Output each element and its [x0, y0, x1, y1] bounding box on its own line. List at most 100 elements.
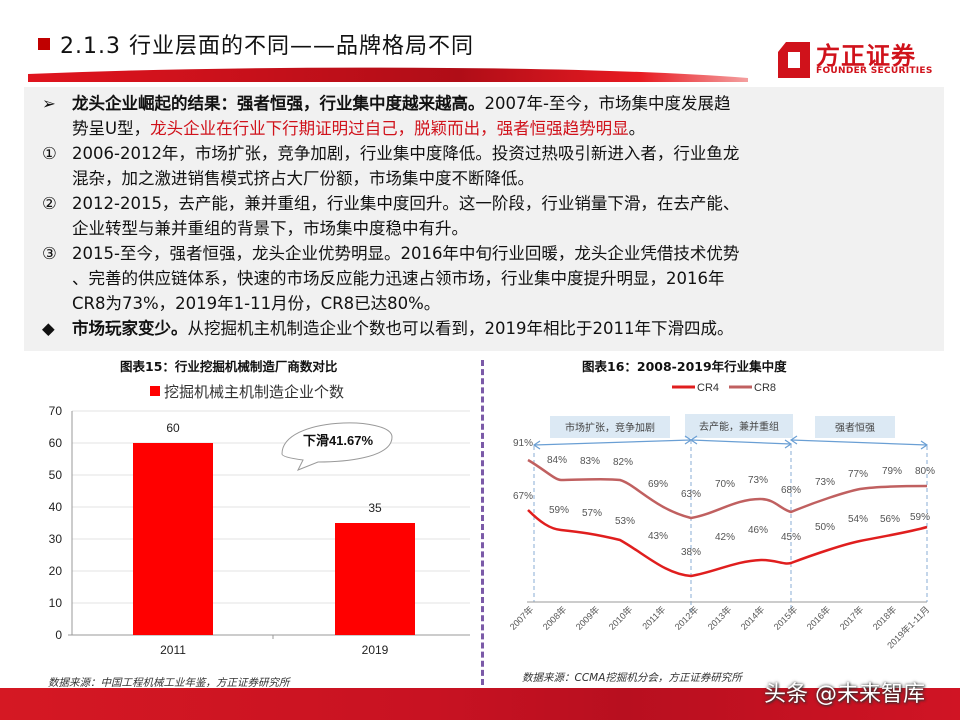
slide-title-text: 2.1.3 行业层面的不同——品牌格局不同	[60, 34, 474, 59]
bar-2011	[133, 443, 213, 635]
svg-text:2009年: 2009年	[573, 604, 601, 632]
summary-item-2-cont: 企业转型与兼并重组的背景下，市场集中度稳中有升。	[72, 219, 468, 238]
svg-text:0: 0	[55, 628, 62, 642]
svg-text:2015年: 2015年	[771, 604, 799, 632]
svg-text:46%: 46%	[748, 525, 768, 536]
charts-divider	[481, 360, 484, 685]
circled-number-1: ①	[42, 144, 57, 163]
chart15-bar-chart: 挖掘机械主机制造企业个数 0 10 20 30 40 50 60 70 60 3…	[49, 383, 470, 657]
legend-cr8-label: CR8	[754, 382, 776, 394]
svg-text:84%: 84%	[547, 455, 567, 466]
svg-text:2010年: 2010年	[606, 604, 634, 632]
svg-text:2011年: 2011年	[640, 604, 668, 632]
diamond-bullet-icon: ◆	[42, 319, 55, 338]
svg-text:83%: 83%	[580, 456, 600, 467]
svg-text:2013年: 2013年	[705, 604, 733, 632]
svg-text:56%: 56%	[880, 514, 900, 525]
callout-text: 下滑41.67%	[303, 433, 374, 448]
svg-text:59%: 59%	[910, 512, 930, 523]
x-label-2019: 2019	[362, 643, 389, 657]
summary-text-box: ➢ 龙头企业崛起的结果：强者恒强，行业集中度越来越高。2007年-至今，市场集中度…	[24, 87, 944, 351]
svg-text:42%: 42%	[715, 532, 735, 543]
svg-text:2018年: 2018年	[870, 604, 898, 632]
svg-text:38%: 38%	[681, 547, 701, 558]
svg-text:53%: 53%	[615, 516, 635, 527]
bar-2019-value: 35	[368, 501, 382, 515]
svg-text:79%: 79%	[882, 466, 902, 477]
svg-text:68%: 68%	[781, 485, 801, 496]
phase-dashed-lines	[533, 440, 928, 612]
founder-securities-logo: 方正证券 FOUNDER SECURITIES	[772, 36, 952, 92]
cr4-line	[527, 509, 928, 578]
svg-text:77%: 77%	[848, 469, 868, 480]
chart16-title: 图表16：2008-2019年行业集中度	[582, 359, 787, 374]
svg-text:2012年: 2012年	[672, 604, 700, 632]
arrow-bullet-icon: ➢	[42, 94, 56, 113]
logo-english-name: FOUNDER SECURITIES	[816, 66, 933, 76]
svg-text:去产能，兼并重组: 去产能，兼并重组	[699, 420, 779, 433]
summary-item-1-cont: 混杂，加之激进销售模式挤占大厂份额，市场集中度不断降低。	[72, 169, 534, 188]
svg-text:91%: 91%	[513, 438, 533, 449]
logo-chinese-name: 方正证券	[816, 42, 916, 70]
cr8-line	[527, 458, 928, 520]
chart15-legend-label: 挖掘机械主机制造企业个数	[164, 383, 344, 401]
chart15-y-ticks: 0 10 20 30 40 50 60 70	[49, 404, 63, 642]
title-square-icon	[38, 38, 50, 50]
summary-item-3-cont: 、完善的供应链体系，快速的市场反应能力迅速占领市场，行业集中度提升明显，2016…	[72, 269, 725, 288]
svg-text:20: 20	[49, 564, 63, 578]
svg-text:63%: 63%	[681, 489, 701, 500]
svg-text:2014年: 2014年	[738, 604, 766, 632]
svg-text:2007年: 2007年	[507, 604, 535, 632]
svg-text:50%: 50%	[815, 522, 835, 533]
summary-item-3-cont-2: CR8为73%，2019年1-11月份，CR8已达80%。	[72, 294, 441, 313]
svg-text:市场扩张，竞争加剧: 市场扩张，竞争加剧	[565, 421, 655, 434]
summary-point-1-cont: 势呈U型，龙头企业在行业下行期证明过自己，脱颖而出，强者恒强趋势明显。	[72, 119, 646, 138]
highlighted-text: 龙头企业在行业下行期证明过自己，脱颖而出，强者恒强趋势明显	[150, 119, 629, 138]
svg-text:60: 60	[49, 436, 63, 450]
svg-text:80%: 80%	[915, 466, 935, 477]
summary-item-2: ② 2012-2015，去产能，兼并重组，行业集中度回升。这一阶段，行业销量下滑，…	[42, 191, 739, 216]
summary-item-1: ① 2006-2012年，市场扩张，竞争加剧，行业集中度降低。投资过热吸引新进入者…	[42, 141, 739, 166]
phase-box-consolidation	[685, 414, 793, 438]
svg-text:69%: 69%	[648, 479, 668, 490]
svg-text:2008年: 2008年	[540, 604, 568, 632]
phase-box-strong	[815, 416, 895, 438]
chart16-x-labels: 2007年 2008年 2009年 2010年 2011年 2012年 2013…	[507, 604, 931, 651]
svg-text:强者恒强: 强者恒强	[835, 421, 875, 434]
svg-text:2017年: 2017年	[837, 604, 865, 632]
footer-band	[0, 688, 960, 720]
circled-number-2: ②	[42, 194, 57, 213]
svg-text:54%: 54%	[848, 514, 868, 525]
svg-text:50: 50	[49, 468, 63, 482]
chart16-line-chart: CR4 CR8 市场扩张，竞争加剧 去产能，兼并重组 强者恒强 91% 84% …	[507, 382, 935, 651]
svg-text:2016年: 2016年	[804, 604, 832, 632]
svg-text:73%: 73%	[815, 477, 835, 488]
chart15-title: 图表15：行业挖掘机械制造厂商数对比	[120, 359, 338, 374]
summary-item-3: ③ 2015-至今，强者恒强，龙头企业优势明显。2016年中旬行业回暖，龙头企业凭…	[42, 241, 739, 266]
chart16-source: 数据来源：CCMA挖掘机分会，方正证券研究所	[522, 672, 742, 684]
summary-point-2: ◆ 市场玩家变少。从挖掘机主机制造企业个数也可以看到，2019年相比于2011年下…	[42, 316, 733, 341]
svg-text:73%: 73%	[748, 475, 768, 486]
cr4-data-labels: 67% 59% 57% 53% 43% 38% 42% 46% 45% 50% …	[513, 491, 930, 558]
svg-text:67%: 67%	[513, 491, 533, 502]
summary-point-1: ➢ 龙头企业崛起的结果：强者恒强，行业集中度越来越高。2007年-至今，市场集中度…	[42, 91, 730, 116]
svg-text:43%: 43%	[648, 531, 668, 542]
header-swoosh-divider	[28, 67, 748, 82]
svg-text:82%: 82%	[613, 457, 633, 468]
bar-2019	[335, 523, 415, 635]
phase-box-expansion	[550, 416, 670, 438]
circled-number-3: ③	[42, 244, 57, 263]
phase-arrows	[532, 435, 929, 450]
svg-text:57%: 57%	[582, 508, 602, 519]
cr8-data-labels: 91% 84% 83% 82% 69% 63% 70% 73% 68% 73% …	[513, 438, 935, 500]
svg-text:30: 30	[49, 532, 63, 546]
logo-mark-icon	[778, 42, 810, 78]
bar-2011-value: 60	[166, 421, 180, 435]
decline-callout-bubble	[281, 422, 393, 471]
svg-text:40: 40	[49, 500, 63, 514]
svg-text:10: 10	[49, 596, 63, 610]
svg-text:45%: 45%	[781, 532, 801, 543]
legend-swatch	[150, 386, 160, 396]
watermark: 头条 @未来智库	[764, 682, 925, 707]
x-label-2011: 2011	[160, 643, 186, 657]
